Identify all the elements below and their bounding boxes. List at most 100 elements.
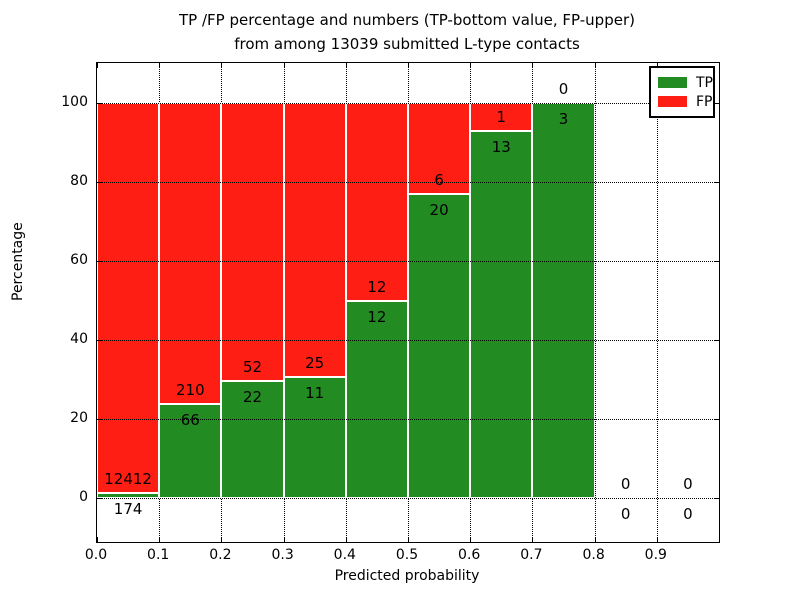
y-tick-mark bbox=[97, 419, 102, 421]
y-tick-mark bbox=[97, 102, 102, 104]
tp-count-label: 12 bbox=[367, 307, 387, 326]
fp-count-label: 0 bbox=[620, 475, 631, 494]
y-tick-label: 40 bbox=[70, 331, 88, 348]
x-tick-mark bbox=[656, 537, 658, 542]
x-tick-mark bbox=[97, 63, 98, 68]
x-tick-mark bbox=[345, 537, 347, 542]
y-tick-label: 20 bbox=[70, 410, 88, 427]
y-tick-mark bbox=[97, 498, 102, 500]
y-tick-mark bbox=[714, 340, 719, 342]
x-tick-mark bbox=[283, 63, 285, 68]
bar-tp-segment bbox=[283, 377, 346, 499]
x-tick-label: 0.1 bbox=[147, 547, 170, 563]
bar-fp-segment bbox=[159, 102, 222, 404]
chart-title-line2: from among 13039 submitted L-type contac… bbox=[234, 35, 580, 53]
bar-fp-segment bbox=[221, 102, 284, 381]
plot-area: TP FP 12412 174 210 66 52 22 25 11 12 12 6 20 1 13 0 3 0 0… bbox=[96, 62, 720, 543]
x-tick-mark bbox=[470, 537, 472, 542]
gridline-vertical bbox=[656, 63, 658, 542]
x-tick-label: 0.3 bbox=[271, 547, 294, 563]
fp-swatch bbox=[658, 96, 687, 107]
x-tick-label: 0.2 bbox=[209, 547, 232, 563]
tp-count-label: 0 bbox=[620, 505, 631, 524]
x-tick-mark bbox=[221, 63, 223, 68]
y-tick-mark bbox=[714, 181, 719, 183]
x-tick-mark bbox=[221, 537, 223, 542]
x-tick-label: 0.4 bbox=[333, 547, 356, 563]
gridline-horizontal bbox=[97, 419, 719, 421]
y-tick-mark bbox=[97, 181, 102, 183]
legend-item: TP bbox=[658, 73, 713, 92]
tp-count-label: 11 bbox=[305, 384, 325, 403]
x-tick-label: 0.6 bbox=[458, 547, 481, 563]
fp-count-label: 52 bbox=[242, 357, 263, 376]
tp-count-label: 22 bbox=[242, 387, 263, 406]
y-tick-label: 100 bbox=[61, 93, 88, 110]
gridline-horizontal bbox=[97, 181, 719, 183]
fp-count-label: 12412 bbox=[104, 469, 152, 488]
tp-count-label: 13 bbox=[491, 137, 511, 156]
fp-count-label: 0 bbox=[558, 79, 569, 98]
y-tick-mark bbox=[714, 260, 719, 262]
x-tick-mark bbox=[594, 63, 596, 68]
gridline-horizontal bbox=[97, 498, 719, 500]
y-tick-mark bbox=[97, 340, 102, 342]
tp-count-label: 3 bbox=[558, 109, 569, 128]
fp-count-label: 6 bbox=[434, 170, 444, 189]
x-tick-label: 0.9 bbox=[644, 547, 667, 563]
fp-count-label: 0 bbox=[683, 475, 693, 494]
x-tick-mark bbox=[97, 537, 98, 542]
bar-tp-segment bbox=[221, 380, 284, 499]
tp-count-label: 66 bbox=[180, 410, 200, 429]
y-tick-label: 60 bbox=[70, 251, 88, 268]
gridline-horizontal bbox=[97, 260, 719, 262]
tp-swatch bbox=[658, 77, 687, 88]
fp-count-label: 25 bbox=[305, 354, 325, 373]
y-tick-label: 80 bbox=[70, 172, 88, 189]
x-tick-mark bbox=[594, 537, 596, 542]
chart-title-line1: TP /FP percentage and numbers (TP-bottom… bbox=[179, 11, 635, 29]
x-axis-label: Predicted probability bbox=[334, 568, 480, 584]
gridline-vertical bbox=[594, 63, 596, 542]
x-tick-label: 0.7 bbox=[520, 547, 543, 563]
x-tick-mark bbox=[408, 537, 409, 542]
x-tick-label: 0.8 bbox=[582, 547, 605, 563]
bar-fp-segment bbox=[408, 102, 471, 194]
tp-count-label: 174 bbox=[113, 499, 143, 518]
legend-item: FP bbox=[658, 92, 713, 111]
bar-fp-segment bbox=[97, 102, 160, 493]
bar-tp-segment bbox=[345, 300, 408, 499]
y-tick-mark bbox=[714, 498, 719, 500]
fp-count-label: 12 bbox=[367, 277, 387, 296]
bar-tp-segment bbox=[97, 492, 160, 499]
gridline-horizontal bbox=[97, 102, 719, 104]
x-tick-mark bbox=[532, 63, 534, 68]
y-tick-mark bbox=[714, 419, 719, 421]
y-tick-mark bbox=[97, 260, 102, 262]
x-tick-mark bbox=[283, 537, 285, 542]
x-tick-mark bbox=[159, 63, 161, 68]
x-tick-mark bbox=[656, 63, 658, 68]
x-tick-mark bbox=[470, 63, 472, 68]
tp-count-label: 20 bbox=[429, 200, 449, 219]
x-tick-label: 0.0 bbox=[84, 547, 108, 563]
bar-tp-segment bbox=[470, 130, 533, 499]
bar-tp-segment bbox=[408, 193, 471, 499]
gridline-horizontal bbox=[97, 340, 719, 342]
bar-tp-segment bbox=[532, 102, 595, 499]
x-tick-mark bbox=[159, 537, 161, 542]
tp-count-label: 0 bbox=[683, 505, 693, 524]
y-tick-mark bbox=[714, 102, 719, 104]
legend-item-label: TP bbox=[696, 74, 713, 91]
bar-fp-segment bbox=[283, 102, 346, 378]
x-tick-label: 0.5 bbox=[395, 547, 419, 563]
fp-count-label: 210 bbox=[175, 380, 205, 399]
fp-count-label: 1 bbox=[496, 107, 507, 126]
x-tick-mark bbox=[408, 63, 409, 68]
x-tick-mark bbox=[532, 537, 534, 542]
x-tick-mark bbox=[345, 63, 347, 68]
legend: TP FP bbox=[649, 66, 715, 118]
y-tick-label: 0 bbox=[79, 489, 88, 506]
legend-item-label: FP bbox=[696, 93, 713, 110]
